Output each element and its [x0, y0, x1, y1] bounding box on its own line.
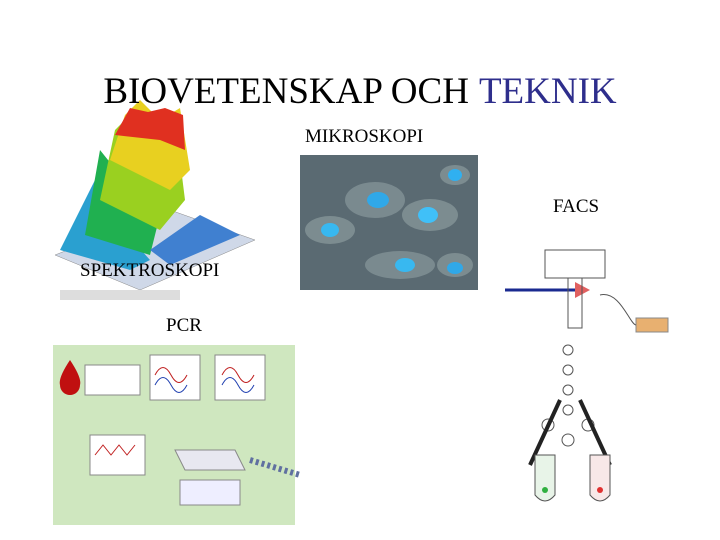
- title-main: BIOVETENSKAP OCH: [103, 71, 469, 112]
- label-spectroscopy: SPEKTROSKOPI: [80, 260, 220, 281]
- label-microscopy: MIKROSKOPI: [305, 126, 424, 147]
- facs-image: [505, 249, 669, 502]
- label-pcr: PCR: [166, 315, 202, 336]
- title-highlight: TEKNIK: [478, 71, 617, 112]
- label-facs: FACS: [553, 196, 600, 217]
- microscopy-image: [300, 155, 478, 290]
- pcr-image: [53, 345, 301, 525]
- slide-title: BIOVETENSKAP OCH TEKNIK: [0, 70, 720, 113]
- spectroscopy-image: [50, 100, 265, 305]
